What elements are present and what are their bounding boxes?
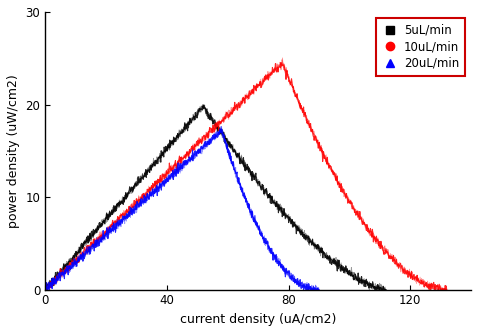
Legend: 5uL/min, 10uL/min, 20uL/min: 5uL/min, 10uL/min, 20uL/min [376,18,465,76]
Y-axis label: power density (uW/cm2): power density (uW/cm2) [7,74,20,228]
X-axis label: current density (uA/cm2): current density (uA/cm2) [180,313,337,326]
